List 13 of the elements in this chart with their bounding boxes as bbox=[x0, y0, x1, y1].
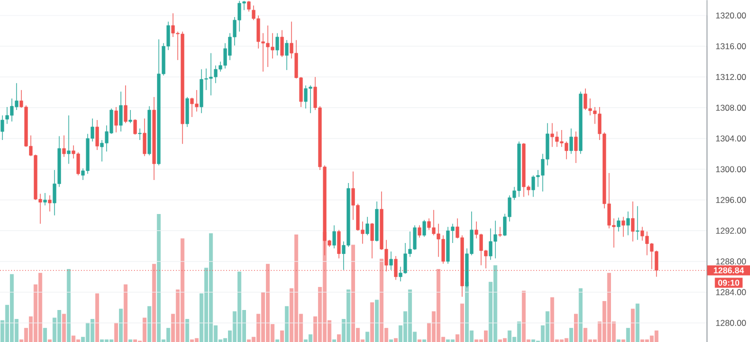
y-tick-label: 1284.00 bbox=[716, 289, 746, 296]
y-tick-label: 1280.00 bbox=[716, 320, 746, 326]
ref-line-label: 1286.84 bbox=[714, 267, 744, 274]
y-tick-label: 1312.00 bbox=[716, 74, 746, 80]
y-tick-label: 1288.00 bbox=[716, 258, 746, 264]
y-tick-label: 1308.00 bbox=[716, 104, 746, 111]
y-tick-label: 1304.00 bbox=[716, 135, 746, 142]
y-tick-label: 1292.00 bbox=[716, 228, 746, 234]
text: 09:10 bbox=[718, 280, 740, 286]
y-tick-label: 1300.00 bbox=[716, 166, 746, 172]
y-tick-label: 1320.00 bbox=[716, 12, 746, 18]
y-tick-label: 1316.00 bbox=[716, 43, 746, 50]
y-tick-label: 1296.00 bbox=[716, 196, 746, 203]
